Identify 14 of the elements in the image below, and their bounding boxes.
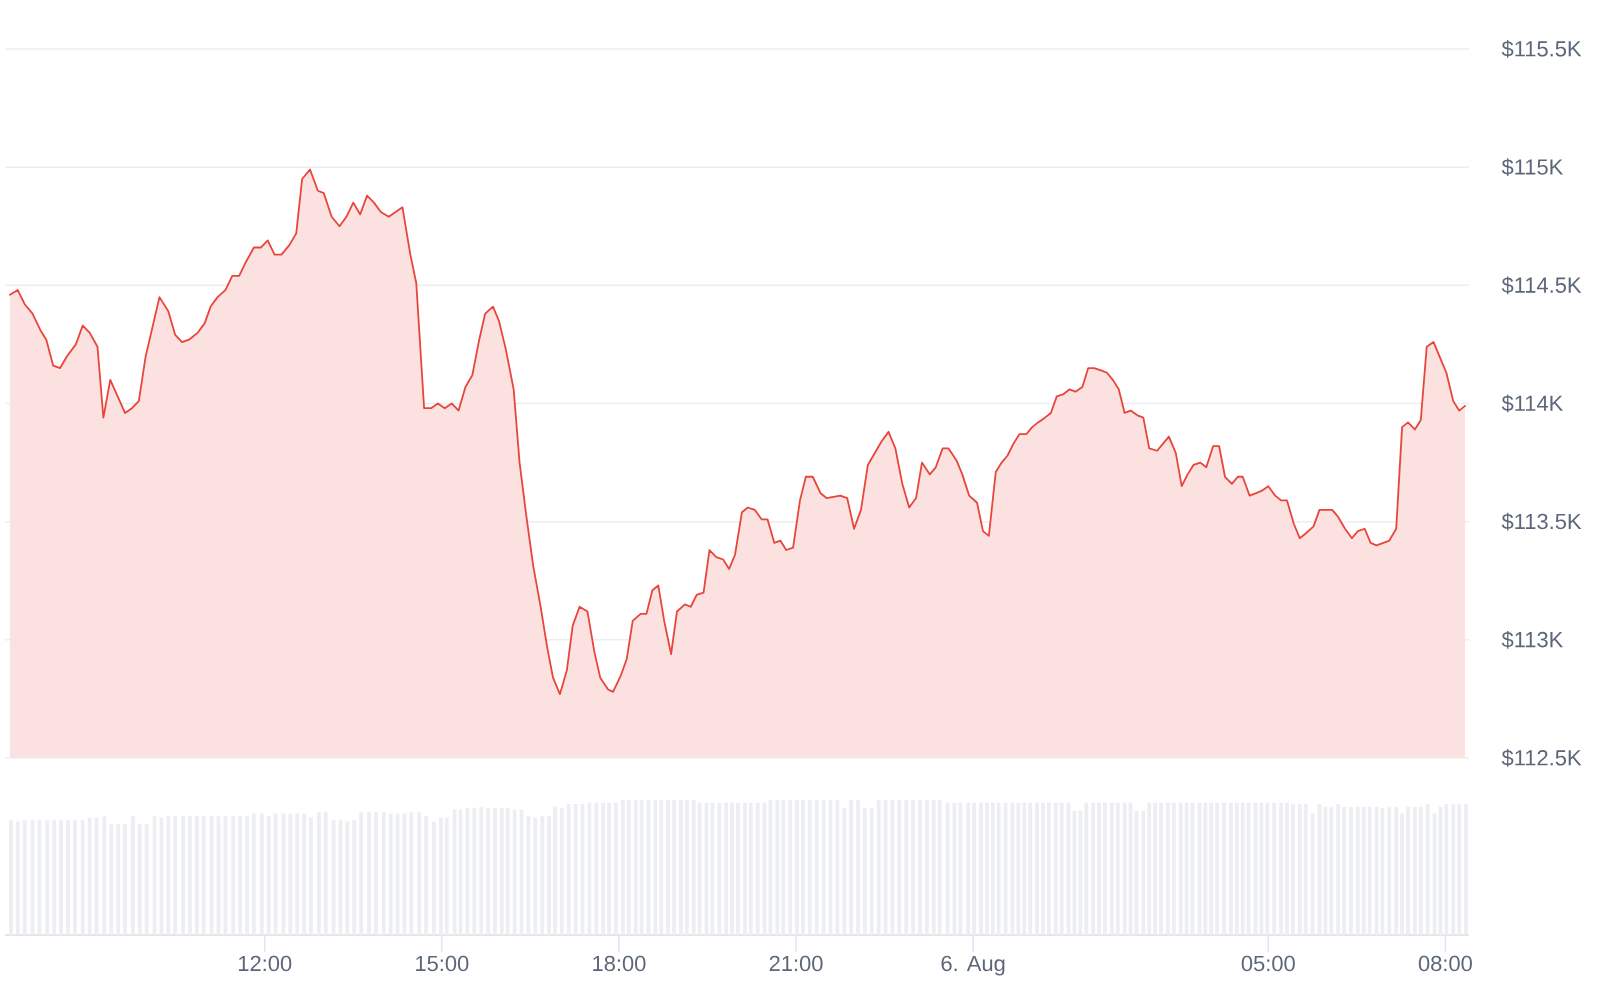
- x-tick-label: 15:00: [416, 955, 469, 972]
- x-tick-label: 18:00: [593, 955, 646, 972]
- y-tick-label: $114.5K: [1501, 276, 1582, 295]
- y-tick-label: $115.5K: [1501, 40, 1582, 58]
- y-tick-label: $113K: [1501, 630, 1564, 649]
- y-tick-label: $115K: [1501, 158, 1564, 177]
- x-tick-label: 6. Aug: [941, 955, 1005, 976]
- y-tick-label: $114K: [1501, 394, 1564, 413]
- x-tick-label: 05:00: [1241, 955, 1295, 972]
- x-tick-label: 08:00: [1418, 955, 1472, 972]
- x-tick-label: 21:00: [769, 955, 823, 972]
- y-tick-label: $112.5K: [1501, 749, 1582, 767]
- x-tick-label: 12:00: [238, 955, 292, 972]
- y-tick-label: $113.5K: [1501, 512, 1582, 531]
